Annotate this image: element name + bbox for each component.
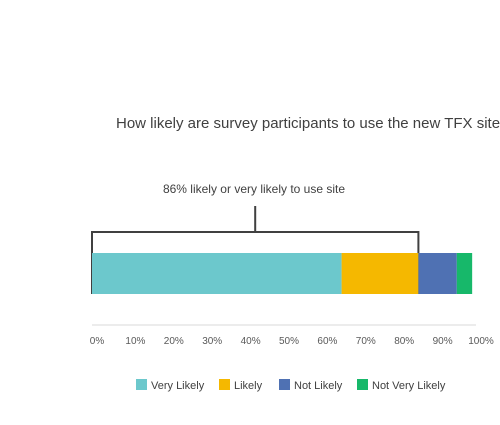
legend-swatch-very-likely xyxy=(136,379,147,390)
x-tick-label: 100% xyxy=(468,336,494,347)
legend-label-not-very-likely: Not Very Likely xyxy=(372,380,446,392)
annotation-label: 86% likely or very likely to use site xyxy=(163,182,345,196)
legend-swatch-not-very-likely xyxy=(357,379,368,390)
legend-label-likely: Likely xyxy=(234,380,263,392)
x-tick-label: 60% xyxy=(317,336,337,347)
x-tick-label: 20% xyxy=(164,336,184,347)
legend-swatch-not-likely xyxy=(279,379,290,390)
bar-segment-not-very-likely xyxy=(456,253,473,294)
legend-label-very-likely: Very Likely xyxy=(151,380,205,392)
x-tick-label: 10% xyxy=(125,336,145,347)
x-tick-label: 70% xyxy=(356,336,376,347)
x-tick-label: 90% xyxy=(433,336,453,347)
x-tick-label: 0% xyxy=(90,336,105,347)
bar-segment-not-likely xyxy=(418,253,457,294)
bar-segment-likely xyxy=(341,253,419,294)
x-tick-label: 40% xyxy=(241,336,261,347)
x-axis-ticks: 0% 10% 20% 30% 40% 50% 60% 70% 80% 90% 100% xyxy=(90,336,494,347)
chart-title: How likely are survey participants to us… xyxy=(116,115,500,132)
legend-label-not-likely: Not Likely xyxy=(294,380,343,392)
bar-segment-very-likely xyxy=(92,253,342,294)
bar-segments xyxy=(92,253,473,294)
x-tick-label: 30% xyxy=(202,336,222,347)
x-tick-label: 50% xyxy=(279,336,299,347)
legend-swatch-likely xyxy=(219,379,230,390)
x-tick-label: 80% xyxy=(394,336,414,347)
legend: Very Likely Likely Not Likely Not Very Like… xyxy=(136,379,446,392)
